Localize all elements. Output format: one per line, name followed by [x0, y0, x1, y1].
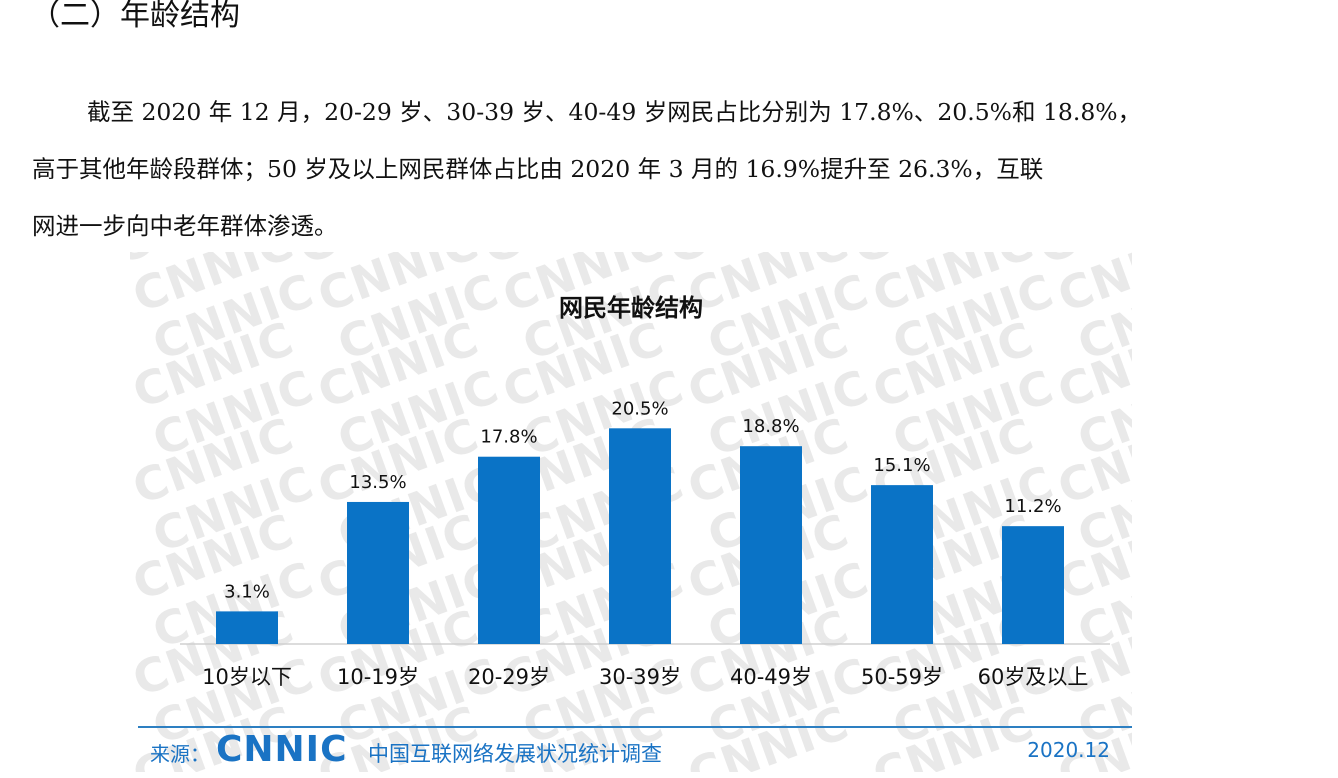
cnnic-logo: CNNIC: [216, 729, 348, 770]
bar-value-label: 3.1%: [224, 581, 270, 602]
bar: [478, 456, 540, 644]
x-tick-label: 10-19岁: [337, 665, 419, 689]
chart-figure: CNNIC CNNIC CNNIC CNNIC CNNIC CNNIC CNNIC CNNIC…: [130, 252, 1132, 772]
bar-value-label: 20.5%: [611, 398, 668, 419]
bar: [871, 485, 933, 644]
bar-value-label: 18.8%: [742, 416, 799, 437]
x-tick-label: 10岁以下: [202, 665, 292, 689]
x-tick-label: 40-49岁: [730, 665, 812, 689]
survey-name: 中国互联网络发展状况统计调查: [368, 742, 662, 766]
bar-value-label: 11.2%: [1004, 496, 1061, 517]
x-tick-label: 50-59岁: [861, 665, 943, 689]
bar-value-label: 17.8%: [480, 427, 537, 448]
footer-divider: [138, 726, 1132, 728]
x-tick-label: 60岁及以上: [978, 665, 1089, 689]
bar: [216, 611, 278, 644]
section-heading: （二）年龄结构: [30, 0, 240, 33]
bar: [347, 501, 409, 644]
bar: [740, 446, 802, 644]
bar-value-label: 15.1%: [873, 455, 930, 476]
bar-chart: 3.1% 10岁以下 13.5% 10-19岁 17.8% 20-29岁 20.5% 30-3…: [180, 398, 1110, 689]
body-paragraph: 截至 2020 年 12 月，20-29 岁、30-39 岁、40-49 岁网民…: [32, 84, 1292, 255]
paragraph-line-2: 高于其他年龄段群体；50 岁及以上网民群体占比由 2020 年 3 月的 16.…: [32, 155, 1044, 183]
x-tick-label: 30-39岁: [599, 665, 681, 689]
bar-value-label: 13.5%: [349, 472, 406, 493]
bar: [1002, 526, 1064, 644]
x-tick-label: 20-29岁: [468, 665, 550, 689]
source-label: 来源：: [150, 742, 210, 766]
paragraph-line-3: 网进一步向中老年群体渗透。: [32, 212, 338, 240]
bar: [609, 428, 671, 644]
chart-title: 网民年龄结构: [559, 294, 703, 322]
paragraph-line-1: 截至 2020 年 12 月，20-29 岁、30-39 岁、40-49 岁网民…: [87, 98, 1142, 126]
survey-date: 2020.12: [1027, 738, 1110, 762]
